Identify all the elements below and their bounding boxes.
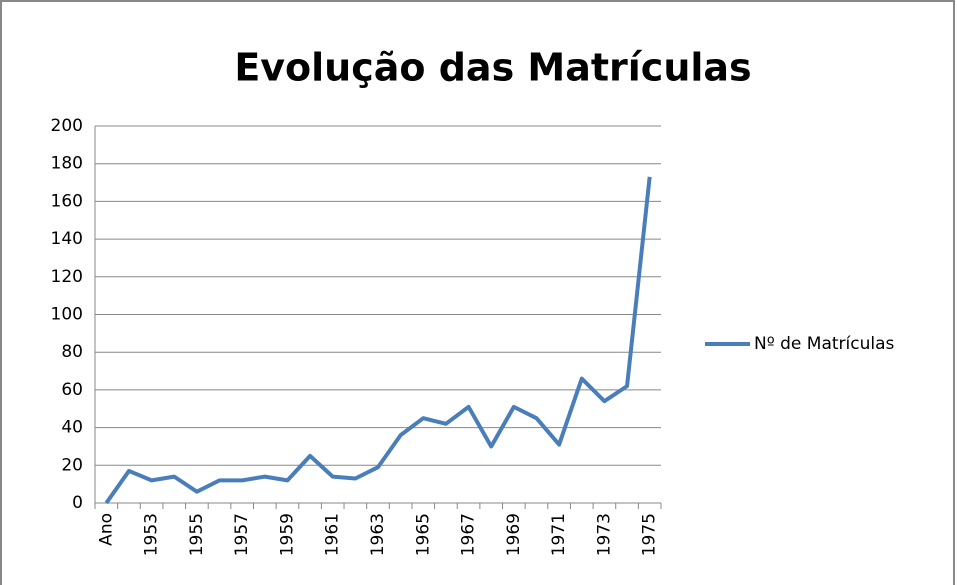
y-tick-label: 160	[51, 191, 83, 211]
y-tick-label: 140	[51, 229, 83, 249]
x-tick-label: 1975	[640, 513, 660, 556]
x-tick-label: 1973	[594, 513, 614, 556]
y-tick-label: 200	[51, 116, 83, 136]
y-tick-label: 40	[61, 418, 83, 438]
x-tick-label: 1967	[459, 513, 479, 556]
x-tick-label: 1959	[277, 513, 297, 556]
y-tick-label: 180	[51, 154, 83, 174]
x-tick-label: 1965	[413, 513, 433, 556]
y-tick-label: 60	[61, 380, 83, 400]
y-tick-label: 100	[51, 305, 83, 325]
chart-title: Evolução das Matrículas	[234, 46, 751, 90]
x-tick-label: 1971	[549, 513, 569, 556]
y-tick-label: 80	[61, 342, 83, 362]
x-tick-label: 1957	[232, 513, 252, 556]
line-series	[104, 176, 652, 505]
y-tick-label: 0	[72, 493, 83, 513]
y-tick-label: 120	[51, 267, 83, 287]
y-tick-label: 20	[61, 455, 83, 475]
x-tick-label: Ano	[96, 513, 116, 546]
x-tick-label: 1969	[504, 513, 524, 556]
legend-label: Nº de Matrículas	[754, 334, 895, 354]
x-tick-label: 1955	[187, 513, 207, 556]
x-tick-label: 1963	[368, 513, 388, 556]
x-tick-label: 1961	[323, 513, 343, 556]
x-tick-label: 1953	[142, 513, 162, 556]
